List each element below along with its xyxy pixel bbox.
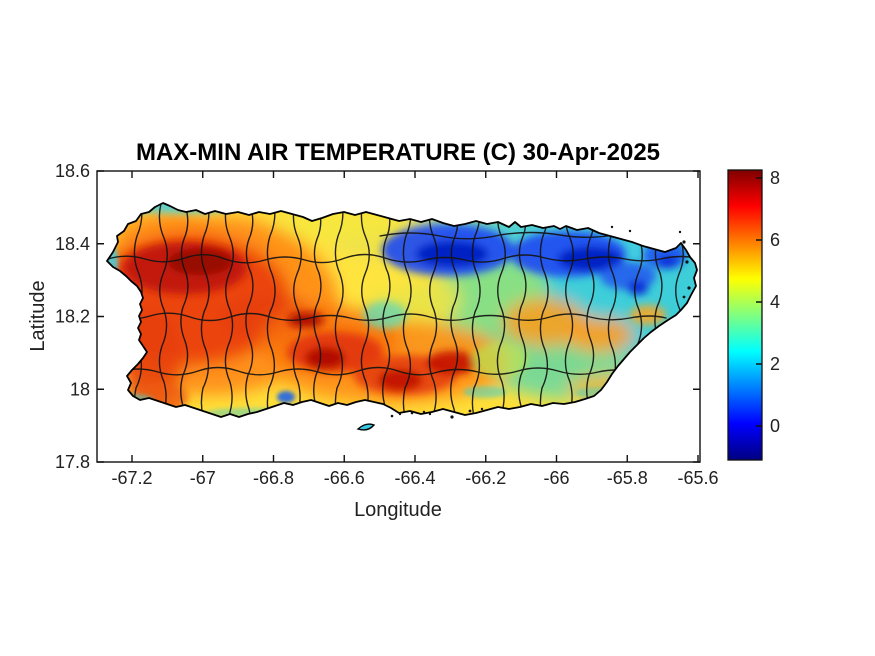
x-tick-labels: -67.2 -67 -66.8 -66.6 -66.4 -66.2 -66 -6… xyxy=(111,468,718,488)
colorbar-tick-label: 6 xyxy=(770,230,780,250)
plot-title: MAX-MIN AIR TEMPERATURE (C) 30-Apr-2025 xyxy=(136,139,660,166)
colorbar-tick-label: 4 xyxy=(770,292,780,312)
colorbar-ticks xyxy=(756,177,762,427)
y-tick-label: 18.2 xyxy=(55,307,90,327)
colorbar-tick-label: 0 xyxy=(770,416,780,436)
colorbar-tick-label: 2 xyxy=(770,354,780,374)
y-axis-label: Latitude xyxy=(27,280,49,351)
x-tick-label: -66.2 xyxy=(465,468,506,488)
y-tick-label: 18.4 xyxy=(55,234,90,254)
puerto-rico-map xyxy=(107,203,697,417)
x-axis-ticks xyxy=(131,171,699,462)
x-tick-label: -65.6 xyxy=(677,468,718,488)
y-tick-label: 18.6 xyxy=(55,161,90,181)
y-tick-label: 17.8 xyxy=(55,452,90,472)
y-tick-label: 18 xyxy=(70,379,90,399)
colorbar-tick-label: 8 xyxy=(770,168,780,188)
x-tick-label: -67.2 xyxy=(111,468,152,488)
colorbar: 8 6 4 2 0 xyxy=(727,168,780,461)
offshore-islets xyxy=(356,225,691,431)
x-tick-label: -66 xyxy=(543,468,569,488)
y-tick-labels: 18.6 18.4 18.2 18 17.8 xyxy=(55,161,90,472)
y-axis-ticks xyxy=(97,170,700,463)
plot-axes xyxy=(96,170,701,463)
x-tick-label: -66.8 xyxy=(253,468,294,488)
colorbar-gradient xyxy=(727,169,763,461)
coastline xyxy=(106,202,698,418)
x-tick-label: -66.6 xyxy=(324,468,365,488)
x-tick-label: -67 xyxy=(190,468,216,488)
x-tick-label: -66.4 xyxy=(394,468,435,488)
x-tick-label: -65.8 xyxy=(607,468,648,488)
x-axis-label: Longitude xyxy=(354,499,442,521)
